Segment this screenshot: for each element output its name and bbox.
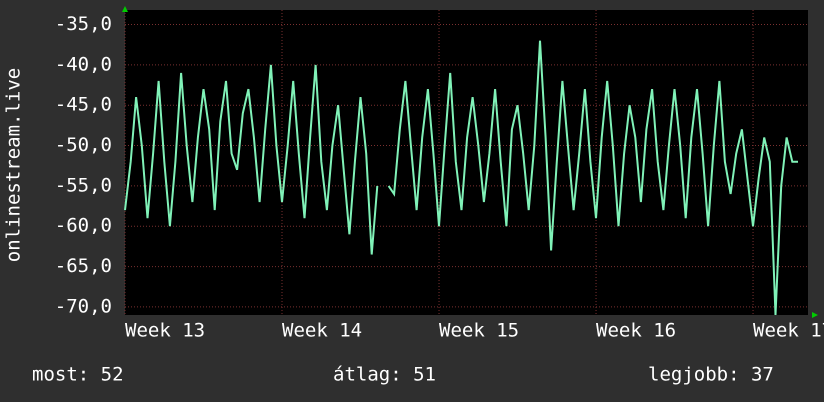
y-tick-label: -45,0 (55, 94, 112, 116)
footer-current: most: 52 (32, 364, 124, 386)
x-tick-label: Week 13 (125, 320, 205, 342)
axis-arrow (122, 6, 128, 12)
y-tick-label: -70,0 (55, 295, 112, 317)
footer-best: legjobb: 37 (648, 364, 774, 386)
x-tick-label: Week 14 (282, 320, 362, 342)
y-tick-label: -40,0 (55, 53, 112, 75)
x-tick-label: Week 15 (439, 320, 519, 342)
y-tick-label: -60,0 (55, 215, 112, 237)
x-tick-label: Week 17 (753, 320, 824, 342)
axis-arrow (812, 312, 818, 318)
x-tick-label: Week 16 (596, 320, 676, 342)
plot-area (125, 10, 808, 315)
y-tick-label: -55,0 (55, 174, 112, 196)
y-tick-label: -65,0 (55, 255, 112, 277)
data-line (124, 40, 798, 316)
y-axis-label: onlinestream.live (3, 68, 25, 262)
y-tick-label: -35,0 (55, 13, 112, 35)
y-tick-label: -50,0 (55, 134, 112, 156)
footer-average: átlag: 51 (333, 364, 436, 386)
plot-lines (124, 40, 798, 316)
